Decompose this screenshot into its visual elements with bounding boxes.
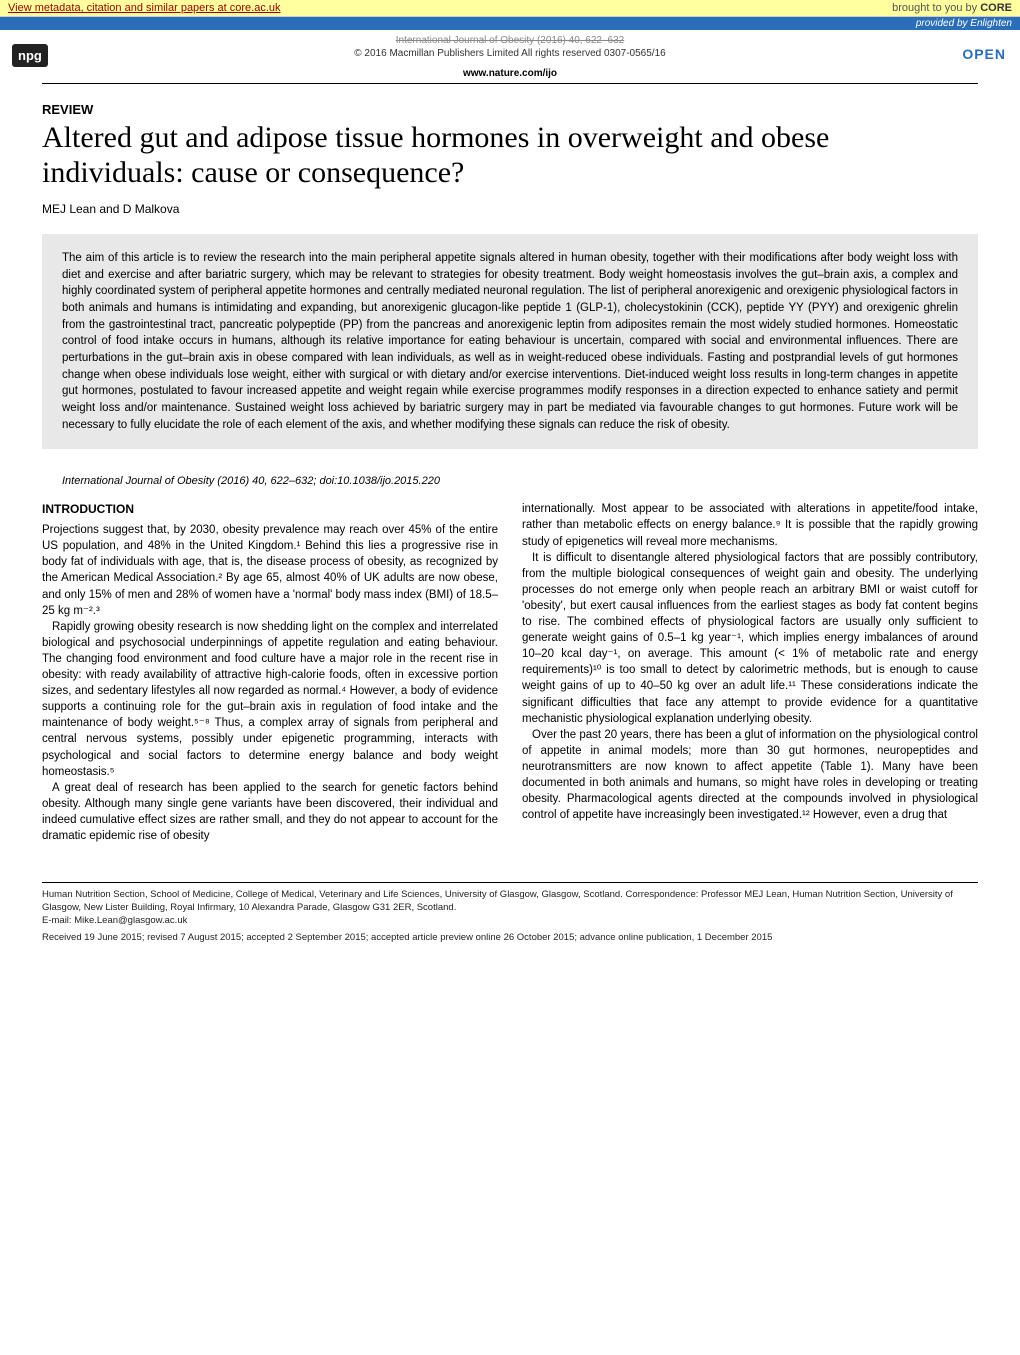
review-label: REVIEW	[42, 102, 978, 117]
para-1: Projections suggest that, by 2030, obesi…	[42, 522, 498, 619]
affiliation: Human Nutrition Section, School of Medic…	[0, 889, 1020, 927]
core-prefix: brought to you by	[892, 2, 980, 14]
nature-url[interactable]: www.nature.com/ijo	[0, 68, 1020, 79]
core-logo-icon: CORE	[980, 2, 1012, 14]
article-content: REVIEW Altered gut and adipose tissue ho…	[0, 102, 1020, 864]
citation: International Journal of Obesity (2016) …	[42, 467, 978, 501]
para-3: A great deal of research has been applie…	[42, 780, 498, 844]
para-4: internationally. Most appear to be assoc…	[522, 501, 978, 549]
authors: MEJ Lean and D Malkova	[42, 202, 978, 216]
footer-divider	[42, 882, 978, 883]
publisher-line: © 2016 Macmillan Publishers Limited All …	[0, 47, 1020, 60]
affiliation-text: Human Nutrition Section, School of Medic…	[42, 889, 953, 913]
enlighten-bar: provided by Enlighten	[0, 17, 1020, 30]
core-left-text[interactable]: View metadata, citation and similar pape…	[8, 2, 281, 14]
journal-meta: International Journal of Obesity (2016) …	[0, 34, 1020, 47]
core-right: brought to you by CORE	[892, 2, 1012, 14]
email-text: E-mail: Mike.Lean@glasgow.ac.uk	[42, 915, 187, 926]
para-2: Rapidly growing obesity research is now …	[42, 619, 498, 780]
column-right: internationally. Most appear to be assoc…	[522, 501, 978, 844]
abstract: The aim of this article is to review the…	[42, 234, 978, 449]
received-line: Received 19 June 2015; revised 7 August …	[0, 928, 1020, 953]
enlighten-text: provided by Enlighten	[916, 18, 1012, 29]
article-title: Altered gut and adipose tissue hormones …	[42, 121, 978, 190]
para-5: It is difficult to disentangle altered p…	[522, 550, 978, 727]
para-6: Over the past 20 years, there has been a…	[522, 727, 978, 824]
body-columns: INTRODUCTION Projections suggest that, b…	[42, 501, 978, 844]
intro-heading: INTRODUCTION	[42, 501, 498, 518]
header-divider	[42, 83, 978, 84]
column-left: INTRODUCTION Projections suggest that, b…	[42, 501, 498, 844]
header-meta: International Journal of Obesity (2016) …	[0, 30, 1020, 60]
core-banner: View metadata, citation and similar pape…	[0, 0, 1020, 17]
